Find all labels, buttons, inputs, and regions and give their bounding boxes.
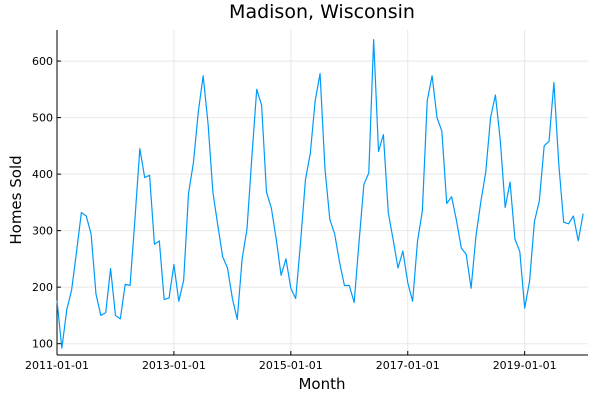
y-tick-label: 300 [32,225,53,238]
y-tick-label: 100 [32,338,53,351]
x-tick-label: 2019-01-01 [493,359,557,372]
chart-title: Madison, Wisconsin [229,1,415,23]
x-tick-label: 2017-01-01 [376,359,440,372]
y-tick-label: 200 [32,281,53,294]
tick-labels: 100 200 300 400 500 600 2011-01-01 2013-01-01 20… [25,55,557,372]
y-tick-label: 400 [32,168,53,181]
y-tick-label: 500 [32,112,53,125]
series-layer [56,39,584,349]
y-tick-label: 600 [32,55,53,68]
series-line-homes-sold [56,39,584,349]
x-tick-label: 2015-01-01 [259,359,323,372]
x-axis-label: Month [298,375,345,393]
y-axis-label: Homes Sold [7,155,25,244]
x-tick-label: 2013-01-01 [142,359,206,372]
x-tick-label: 2011-01-01 [25,359,89,372]
